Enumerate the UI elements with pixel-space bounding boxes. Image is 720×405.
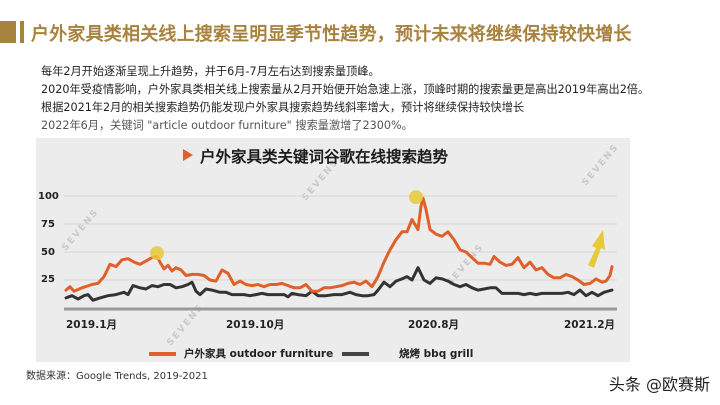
x-tick-2019-10: 2019.10月 [226, 319, 285, 331]
x-tick-2021-2: 2021.2月 [564, 319, 616, 331]
series-line [64, 196, 614, 293]
title-accent-block [0, 21, 16, 43]
x-tick-2020-8: 2020.8月 [408, 319, 460, 331]
chart-title: 户外家具类关键词谷歌在线搜索趋势 [200, 148, 449, 166]
description-line-1: 每年2月开始逐渐呈现上升趋势，并于6月-7月左右达到搜索量顶峰。 [41, 65, 380, 78]
legend-label-bbq-grill: 烧烤 bbq grill [399, 348, 474, 360]
highlight-circle [409, 190, 423, 205]
description-line-3: 根据2021年2月的相关搜索趋势仍能发现户外家具搜索趋势线斜率增大，预计将继续保… [41, 101, 525, 114]
y-tick-75: 75 [41, 219, 55, 230]
chart-annotations [150, 190, 605, 268]
brand-watermark: 头条 @欧赛斯 [608, 375, 710, 394]
series-line [64, 266, 614, 302]
highlight-circle [150, 246, 164, 261]
x-tick-2019-1: 2019.1月 [66, 319, 118, 331]
y-tick-100: 100 [38, 191, 59, 202]
data-source-note: 数据来源：Google Trends, 2019-2021 [26, 371, 208, 382]
legend-label-outdoor-furniture: 户外家具 outdoor furniture [184, 348, 334, 360]
y-tick-50: 50 [41, 247, 55, 258]
legend-swatch-outdoor-furniture [149, 352, 176, 356]
chart-panel [36, 138, 630, 362]
page-title: 户外家具类相关线上搜索呈明显季节性趋势，预计未来将继续保持较快增长 [31, 24, 632, 45]
trend-up-arrow-icon [588, 230, 605, 268]
x-axis-line [64, 307, 617, 311]
legend-swatch-bbq-grill [342, 352, 369, 356]
title-accent-bar [20, 21, 24, 43]
description-line-4: 2022年6月，关键词 "article outdoor furniture" … [41, 119, 413, 132]
description-line-2: 2020年受疫情影响，户外家具类相关线上搜索量从2月开始便开始急速上涨，顶峰时期… [41, 83, 650, 96]
y-tick-25: 25 [41, 274, 55, 285]
chart-title-triangle-icon [183, 149, 193, 161]
chart-series [64, 196, 614, 302]
